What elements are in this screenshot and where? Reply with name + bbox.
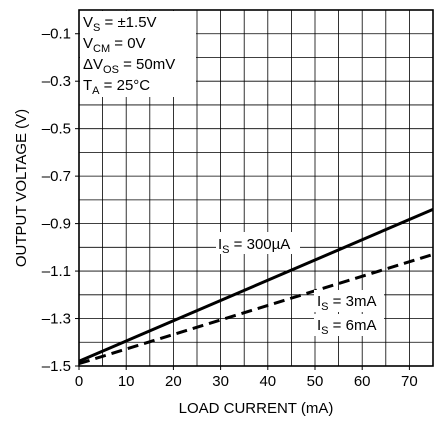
y-tick-label: –0.7: [42, 168, 71, 185]
x-tick-label: 40: [259, 373, 276, 390]
curve-label-3-value: = 6mA: [329, 317, 377, 334]
y-axis-ticks: –1.5 –1.3 –1.1 –0.9 –0.7 –0.5 –0.3 –0.1: [42, 26, 79, 375]
y-tick-label: –1.1: [42, 263, 71, 280]
curve-label-2-value: = 3mA: [329, 293, 377, 310]
curve-label-1-value: = 300µA: [230, 236, 291, 253]
y-tick-label: –0.1: [42, 26, 71, 43]
condition-line-3-subscript: OS: [103, 64, 119, 76]
x-tick-label: 10: [118, 373, 135, 390]
condition-line-4-value: = 25°C: [100, 77, 151, 94]
x-tick-label: 30: [212, 373, 229, 390]
x-axis-ticks: 0 10 20 30 40 50 60 70: [75, 366, 418, 390]
condition-line-1-main: V: [83, 14, 93, 31]
curve-label-1: IS = 300µA: [218, 236, 290, 256]
series-group: [78, 207, 434, 366]
condition-line-3: ΔVOS = 50mV: [83, 56, 175, 76]
curve-label-2-subscript: S: [321, 301, 328, 313]
condition-line-3-main: ΔV: [83, 56, 103, 73]
condition-line-2-subscript: CM: [93, 43, 110, 55]
curve-label-3-main: I: [317, 317, 321, 334]
curve-label-background: [314, 290, 384, 312]
curve-label-3: IS = 6mA: [317, 317, 376, 337]
curve-label-1-main: I: [218, 236, 222, 253]
series-line-2: [78, 253, 434, 366]
conditions-background: [80, 11, 196, 97]
x-tick-label: 60: [354, 373, 371, 390]
series-line-1: [78, 207, 434, 363]
y-tick-label: –0.5: [42, 121, 71, 138]
y-tick-label: –1.3: [42, 311, 71, 328]
condition-line-1: VS = ±1.5V: [83, 14, 157, 34]
y-tick-label: –0.9: [42, 216, 71, 233]
condition-line-4-subscript: A: [92, 85, 100, 97]
condition-line-2-main: V: [83, 35, 93, 52]
plot-frame: [78, 9, 434, 367]
condition-line-1-subscript: S: [93, 22, 100, 34]
x-tick-label: 50: [307, 373, 324, 390]
y-axis-title: OUTPUT VOLTAGE (V): [13, 109, 30, 267]
condition-line-4-main: T: [83, 77, 92, 94]
x-axis-title: LOAD CURRENT (mA): [179, 400, 334, 417]
curve-label-3-subscript: S: [321, 325, 328, 337]
condition-line-3-value: = 50mV: [119, 56, 175, 73]
y-tick-label: –1.5: [42, 358, 71, 375]
curve-label-2-main: I: [317, 293, 321, 310]
x-tick-label: 20: [165, 373, 182, 390]
condition-line-1-value: = ±1.5V: [100, 14, 156, 31]
condition-line-2: VCM = 0V: [83, 35, 146, 55]
curve-label-1-subscript: S: [222, 244, 229, 256]
curve-label-background: [314, 314, 384, 336]
y-tick-label: –0.3: [42, 73, 71, 90]
condition-line-2-value: = 0V: [110, 35, 145, 52]
x-tick-label: 0: [75, 373, 83, 390]
condition-line-4: TA = 25°C: [83, 77, 150, 97]
x-tick-label: 70: [401, 373, 418, 390]
curve-label-background: [216, 232, 300, 254]
grid: [79, 10, 433, 366]
curve-label-2: IS = 3mA: [317, 293, 376, 313]
